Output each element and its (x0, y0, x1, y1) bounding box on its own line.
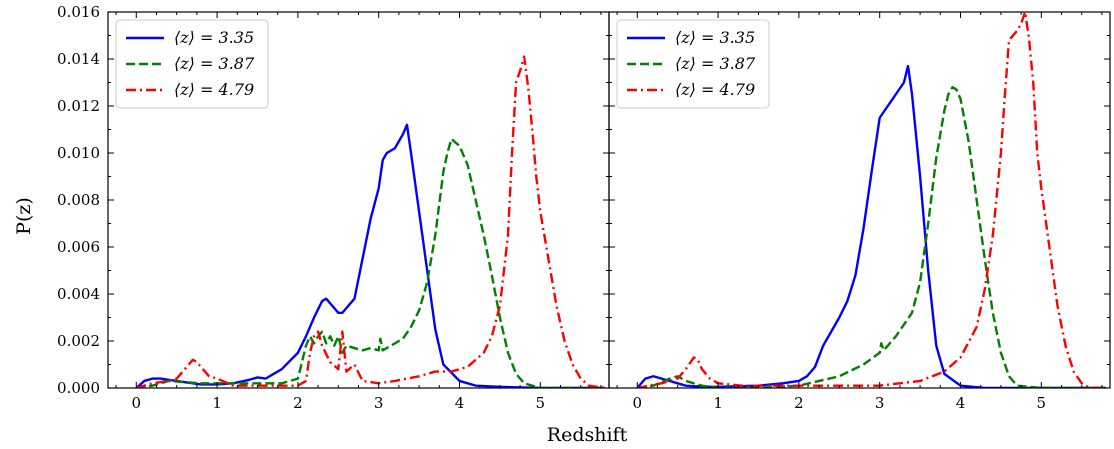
y-tick-label: 0.016 (57, 3, 100, 21)
x-tick-label: 1 (713, 394, 723, 412)
x-tick-label: 4 (956, 394, 966, 412)
legend-label: ⟨z⟩ = 4.79 (675, 80, 755, 99)
y-tick-label: 0.000 (57, 379, 100, 397)
x-axis-label: Redshift (547, 424, 628, 446)
series-line-right-1 (637, 85, 1106, 388)
legend-label: ⟨z⟩ = 3.87 (675, 54, 756, 73)
legend-box (616, 19, 770, 109)
x-tick-label: 0 (633, 394, 643, 412)
x-tick-label: 4 (455, 394, 465, 412)
legend-label: ⟨z⟩ = 3.35 (675, 28, 755, 47)
series-line-left-2 (135, 55, 606, 388)
panel-right: 0 1 2 3 4 5 ⟨z⟩ = 3.35 ⟨z⟩ = 3.87 ⟨z⟩ = 4.79 (608, 11, 1111, 412)
x-tick-label: 2 (794, 394, 804, 412)
x-tick-label: 3 (875, 394, 885, 412)
series-line-right-0 (636, 64, 1106, 388)
series-line-left-1 (136, 137, 605, 388)
legend-box (115, 19, 269, 109)
x-tick-label: 0 (132, 394, 142, 412)
y-tick-label: 0.008 (57, 191, 100, 209)
y-tick-label: 0.012 (57, 97, 100, 115)
y-tick-label: 0.014 (57, 50, 100, 68)
y-axis-label: P(z) (13, 197, 35, 235)
y-tick-label: 0.002 (57, 332, 100, 350)
y-tick-label: 0.010 (57, 144, 100, 162)
panel-left: 0.000 0.002 0.004 0.006 0.008 0.010 0.012 0.014… (57, 3, 610, 412)
x-tick-label: 5 (536, 394, 546, 412)
legend-label: ⟨z⟩ = 3.35 (174, 28, 254, 47)
legend-label: ⟨z⟩ = 4.79 (174, 80, 254, 99)
x-tick-label: 3 (374, 394, 384, 412)
x-tick-label: 5 (1037, 394, 1047, 412)
series-line-right-2 (637, 12, 1106, 388)
legend-label: ⟨z⟩ = 3.87 (174, 54, 255, 73)
x-tick-label: 1 (212, 394, 222, 412)
x-tick-label: 2 (293, 394, 303, 412)
y-tick-label: 0.006 (57, 238, 100, 256)
y-tick-label: 0.004 (57, 285, 100, 303)
